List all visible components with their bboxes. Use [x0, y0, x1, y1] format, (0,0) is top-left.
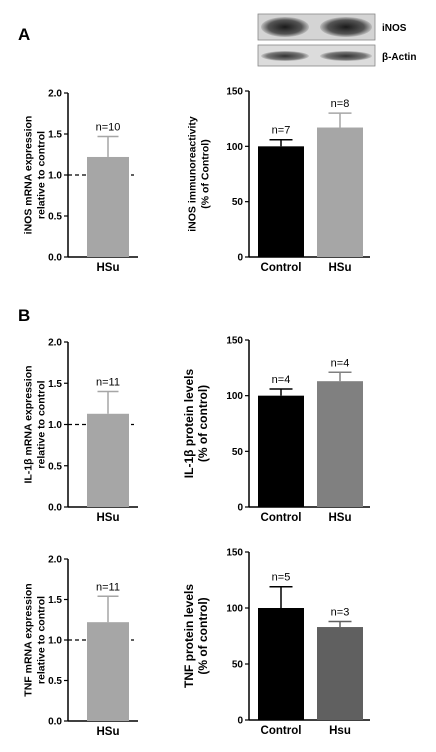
y-tick-label: 1.5	[48, 379, 62, 390]
y-tick-label: 0.5	[48, 212, 62, 223]
panel-letter-a: A	[18, 25, 30, 44]
x-category-label: HSu	[97, 726, 120, 738]
x-category-label: HSu	[97, 262, 120, 274]
n-label: n=3	[331, 606, 350, 618]
n-label: n=4	[272, 374, 291, 386]
blot-actin-band-2	[320, 51, 372, 61]
x-category-label: Control	[261, 512, 302, 524]
y-tick-label: 100	[226, 142, 243, 153]
chart-6: 0 50 100 150 TNF protein levels (% of control…	[182, 548, 370, 737]
y-axis-label: (% of control)	[196, 385, 210, 462]
chart-1: 0.0 0.5 1.0 1.5 2.0 iNOS mRNA expression relat…	[23, 89, 138, 274]
y-tick-label: 50	[232, 447, 244, 458]
bar-hsu	[87, 413, 129, 507]
y-tick-label: 0.0	[48, 717, 62, 728]
bar-control	[258, 608, 304, 720]
chart-3: 0.0 0.5 1.0 1.5 2.0 IL-1β mRNA expression rela…	[23, 338, 138, 524]
y-tick-label: 2.0	[48, 555, 62, 566]
x-category-label: Control	[261, 262, 302, 274]
western-blot: iNOS β-Actin	[257, 13, 416, 67]
bar-hsu	[87, 622, 129, 721]
y-axis-label: TNF protein levels	[182, 584, 196, 688]
x-category-label: HSu	[329, 512, 352, 524]
chart-4: 0 50 100 150 IL-1β protein levels (% of contr…	[182, 336, 370, 524]
y-tick-label: 50	[232, 197, 244, 208]
blot-actin-band-1	[261, 51, 309, 61]
n-label: n=11	[96, 581, 120, 593]
bar-hsu	[317, 381, 363, 507]
y-axis-label: iNOS immunoreactivity	[187, 116, 199, 232]
y-tick-label: 1.5	[48, 130, 62, 141]
blot-label-inos: iNOS	[382, 23, 407, 34]
y-axis-label: iNOS mRNA expression	[23, 116, 35, 235]
x-category-label: Hsu	[329, 725, 351, 737]
y-axis-label: relative to control	[36, 596, 48, 684]
y-tick-label: 50	[232, 660, 244, 671]
y-tick-label: 2.0	[48, 338, 62, 349]
y-axis-label: TNF mRNA expression	[23, 583, 35, 696]
y-tick-label: 150	[226, 548, 243, 559]
n-label: n=8	[331, 98, 350, 110]
x-category-label: HSu	[329, 262, 352, 274]
y-tick-label: 100	[226, 391, 243, 402]
n-label: n=11	[96, 377, 120, 389]
y-axis-label: relative to control	[36, 131, 48, 219]
panel-letter-b: B	[18, 306, 30, 325]
y-tick-label: 0	[237, 716, 243, 727]
y-tick-label: 0.5	[48, 676, 62, 687]
blot-label-actin: β-Actin	[382, 52, 416, 63]
x-category-label: HSu	[97, 512, 120, 524]
y-tick-label: 2.0	[48, 89, 62, 100]
y-axis-label: IL-1β protein levels	[182, 369, 196, 479]
y-tick-label: 1.0	[48, 636, 62, 647]
y-tick-label: 1.5	[48, 595, 62, 606]
y-axis-label: IL-1β mRNA expression	[23, 365, 35, 483]
y-tick-label: 0.0	[48, 253, 62, 264]
y-tick-label: 100	[226, 604, 243, 615]
y-tick-label: 0	[237, 253, 243, 264]
y-axis-label: (% of Control)	[200, 139, 212, 208]
n-label: n=5	[272, 572, 291, 584]
blot-inos-band-2	[320, 17, 372, 37]
y-tick-label: 0.5	[48, 461, 62, 472]
y-axis-label: (% of control)	[196, 597, 210, 674]
n-label: n=4	[331, 357, 350, 369]
chart-5: 0.0 0.5 1.0 1.5 2.0 TNF mRNA expression relati…	[23, 555, 138, 738]
y-tick-label: 0.0	[48, 503, 62, 514]
n-label: n=10	[96, 121, 121, 133]
bar-control	[258, 395, 304, 507]
x-category-label: Control	[261, 725, 302, 737]
y-tick-label: 150	[226, 87, 243, 98]
chart-2: 0 50 100 150 iNOS immunoreactivity (% of Cont…	[187, 87, 370, 274]
bar-hsu	[317, 127, 363, 258]
y-tick-label: 1.0	[48, 420, 62, 431]
bar-control	[258, 146, 304, 257]
n-label: n=7	[272, 125, 291, 137]
y-tick-label: 1.0	[48, 171, 62, 182]
bar-hsu	[87, 156, 129, 257]
bar-hsu	[317, 627, 363, 720]
y-tick-label: 0	[237, 503, 243, 514]
y-tick-label: 150	[226, 336, 243, 347]
blot-inos-band-1	[261, 17, 309, 37]
y-axis-label: relative to control	[36, 380, 48, 468]
